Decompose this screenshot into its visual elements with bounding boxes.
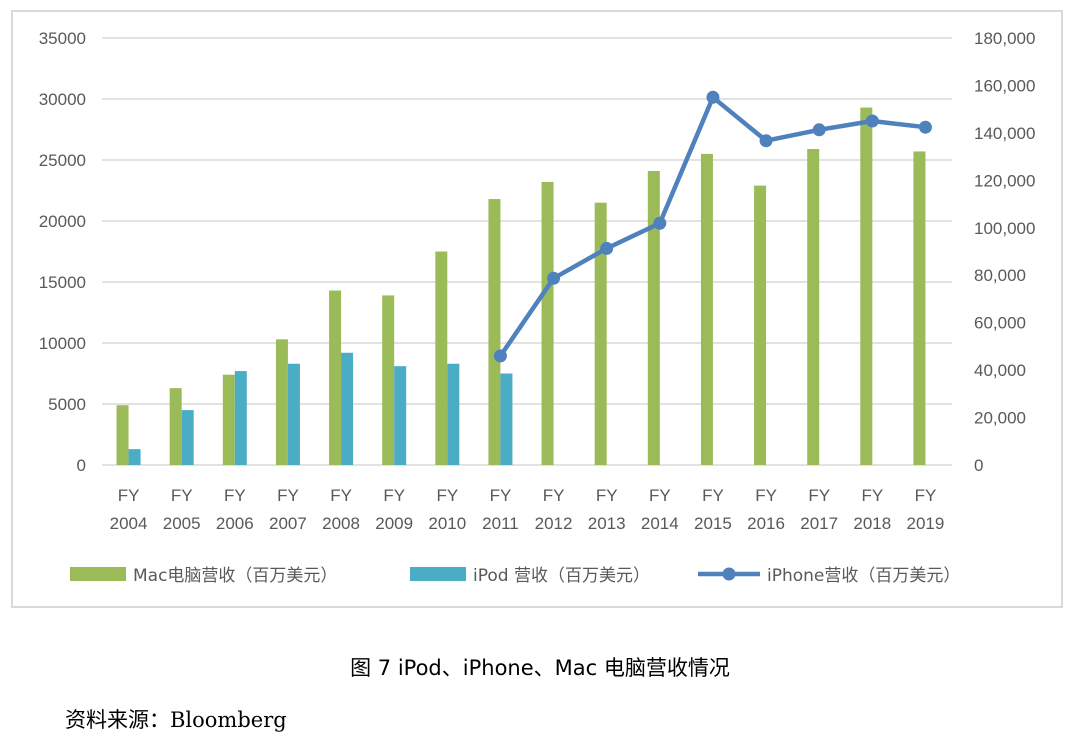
x-axis-labels: FY 2004 FY 2005 FY 2006 FY 2007 FY 2008 FY 2009 FY 20… bbox=[110, 486, 945, 533]
mac-bar bbox=[647, 170, 660, 466]
iphone-point bbox=[759, 134, 773, 148]
y-left-tick-label: 15000 bbox=[39, 273, 86, 292]
x-tick-label: 2015 bbox=[694, 514, 732, 533]
iphone-point bbox=[547, 271, 561, 285]
ipod-bar bbox=[128, 449, 141, 465]
iphone-point bbox=[600, 241, 614, 255]
mac-bar bbox=[541, 181, 554, 465]
x-tick-label: FY bbox=[490, 486, 512, 505]
y-left-tick-label: 20000 bbox=[39, 212, 86, 231]
x-tick-label: 2016 bbox=[747, 514, 785, 533]
legend: Mac电脑营收（百万美元） iPod 营收（百万美元） iPhone营收（百万美元） bbox=[70, 566, 960, 586]
chart-frame bbox=[11, 10, 1063, 608]
y-right-tick-label: 180,000 bbox=[974, 29, 1035, 48]
ipod-bar bbox=[394, 366, 407, 465]
mac-bar bbox=[329, 290, 342, 465]
legend-label-mac: Mac电脑营收（百万美元） bbox=[133, 566, 337, 586]
mac-bar bbox=[116, 405, 129, 465]
x-tick-label: 2007 bbox=[269, 514, 307, 533]
ipod-bar bbox=[341, 352, 354, 465]
y-axis-right: 0 20,000 40,000 60,000 80,000 100,000 120,000 1… bbox=[974, 29, 1035, 475]
x-tick-label: 2011 bbox=[482, 514, 519, 533]
mac-bar bbox=[594, 202, 607, 465]
x-tick-label: FY bbox=[277, 486, 299, 505]
x-tick-label: 2013 bbox=[588, 514, 626, 533]
x-tick-label: FY bbox=[436, 486, 458, 505]
y-left-tick-label: 30000 bbox=[39, 90, 86, 109]
y-right-tick-label: 100,000 bbox=[974, 219, 1035, 238]
x-tick-label: 2017 bbox=[800, 514, 838, 533]
y-right-tick-label: 0 bbox=[974, 456, 983, 475]
x-tick-label: FY bbox=[330, 486, 352, 505]
ipod-bar bbox=[447, 363, 460, 465]
x-tick-label: 2014 bbox=[641, 514, 679, 533]
y-right-tick-label: 140,000 bbox=[974, 124, 1035, 143]
mac-bar bbox=[435, 251, 448, 465]
legend-label-iphone: iPhone营收（百万美元） bbox=[767, 566, 960, 586]
x-tick-label: 2006 bbox=[216, 514, 254, 533]
iphone-point bbox=[918, 120, 932, 134]
ipod-bar bbox=[500, 373, 513, 465]
x-tick-label: 2008 bbox=[322, 514, 360, 533]
iphone-point bbox=[865, 114, 879, 128]
x-tick-label: 2010 bbox=[428, 514, 466, 533]
bar-series bbox=[116, 107, 926, 466]
ipod-bar bbox=[234, 371, 247, 465]
legend-marker-iphone bbox=[722, 567, 736, 581]
y-left-tick-label: 10000 bbox=[39, 334, 86, 353]
x-tick-label: FY bbox=[649, 486, 671, 505]
mac-bar bbox=[860, 107, 873, 465]
legend-label-ipod: iPod 营收（百万美元） bbox=[473, 566, 650, 586]
combo-chart: 0 5000 10000 15000 20000 25000 30000 35000 0 20,… bbox=[39, 29, 1036, 586]
y-left-tick-label: 5000 bbox=[48, 395, 86, 414]
y-left-tick-label: 25000 bbox=[39, 151, 86, 170]
x-tick-label: 2009 bbox=[375, 514, 413, 533]
x-tick-label: FY bbox=[755, 486, 777, 505]
iphone-point bbox=[493, 349, 507, 363]
ipod-bar bbox=[181, 410, 194, 465]
legend-swatch-ipod bbox=[410, 567, 466, 581]
y-right-tick-label: 80,000 bbox=[974, 266, 1026, 285]
x-tick-label: FY bbox=[808, 486, 830, 505]
iphone-point bbox=[812, 123, 826, 137]
y-right-tick-label: 40,000 bbox=[974, 361, 1026, 380]
x-tick-label: FY bbox=[171, 486, 193, 505]
y-left-tick-label: 0 bbox=[77, 456, 86, 475]
y-axis-left: 0 5000 10000 15000 20000 25000 30000 35000 bbox=[39, 29, 86, 475]
mac-bar bbox=[754, 185, 767, 465]
x-tick-label: FY bbox=[702, 486, 724, 505]
y-left-tick-label: 35000 bbox=[39, 29, 86, 48]
x-tick-label: 2004 bbox=[110, 514, 148, 533]
mac-bar bbox=[700, 153, 713, 465]
mac-bar bbox=[913, 151, 926, 465]
iphone-point bbox=[706, 90, 720, 104]
x-tick-label: FY bbox=[861, 486, 883, 505]
line-series bbox=[493, 90, 932, 363]
mac-bar bbox=[807, 149, 820, 465]
x-tick-label: FY bbox=[543, 486, 565, 505]
mac-bar bbox=[488, 199, 501, 466]
mac-bar bbox=[275, 339, 288, 465]
mac-bar bbox=[169, 388, 182, 465]
x-tick-label: 2012 bbox=[535, 514, 573, 533]
source-note: 资料来源：Bloomberg bbox=[65, 708, 287, 732]
x-tick-label: FY bbox=[224, 486, 246, 505]
x-tick-label: 2018 bbox=[853, 514, 891, 533]
x-tick-label: 2019 bbox=[907, 514, 945, 533]
x-tick-label: FY bbox=[915, 486, 937, 505]
figure-caption: 图 7 iPod、iPhone、Mac 电脑营收情况 bbox=[350, 656, 730, 680]
x-tick-label: 2005 bbox=[163, 514, 201, 533]
x-tick-label: FY bbox=[118, 486, 140, 505]
x-tick-label: FY bbox=[383, 486, 405, 505]
x-tick-label: FY bbox=[596, 486, 618, 505]
y-right-tick-label: 20,000 bbox=[974, 409, 1026, 428]
mac-bar bbox=[222, 374, 235, 465]
y-right-tick-label: 160,000 bbox=[974, 76, 1035, 95]
y-right-tick-label: 60,000 bbox=[974, 314, 1026, 333]
mac-bar bbox=[382, 295, 395, 465]
iphone-point bbox=[653, 216, 667, 230]
ipod-bar bbox=[287, 363, 300, 465]
y-right-tick-label: 120,000 bbox=[974, 171, 1035, 190]
legend-swatch-mac bbox=[70, 567, 126, 581]
